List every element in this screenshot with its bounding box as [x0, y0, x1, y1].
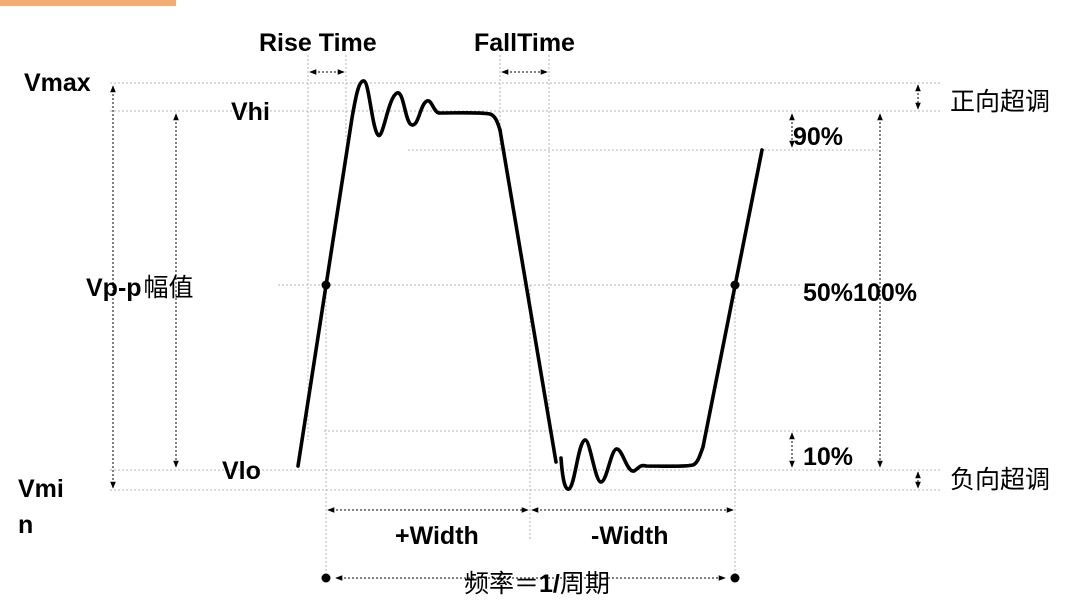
- vmin-label-line1: Vmi: [18, 475, 64, 503]
- period-left-dot: [321, 573, 331, 583]
- rising-edge-fifty-percent-point: [321, 280, 331, 290]
- vmin-label-line2: n: [18, 511, 33, 539]
- amplitude-text: 幅值: [144, 273, 194, 302]
- rise-time-label: Rise Time: [259, 29, 377, 57]
- period-text: 周期: [560, 569, 610, 598]
- fifty-percent-text: 50%: [803, 279, 853, 307]
- waveform-bottom-ringing: [559, 148, 764, 491]
- vhi-label: Vhi: [231, 98, 270, 126]
- waveform-rising-edge: [296, 79, 502, 468]
- frequency-label: 频率＝1/周期: [464, 569, 610, 598]
- frequency-one-text: 1/: [539, 570, 560, 598]
- vlo-label: Vlo: [222, 457, 261, 485]
- ten-percent-label: 10%: [803, 443, 853, 471]
- vpp-text: Vp-p: [86, 274, 142, 302]
- ninety-percent-label: 90%: [793, 123, 843, 151]
- hundred-percent-text: 100%: [853, 279, 917, 307]
- fifty-hundred-percent-label: 50%100%: [803, 279, 917, 307]
- minus-width-label: -Width: [591, 522, 669, 550]
- falling-edge-fifty-percent-point: [730, 280, 740, 290]
- accent-bar: [0, 0, 176, 6]
- vpp-label: Vp-p幅值: [86, 273, 194, 302]
- plus-width-label: +Width: [395, 522, 479, 550]
- vmax-label: Vmax: [24, 69, 91, 97]
- period-right-dot: [730, 573, 740, 583]
- frequency-prefix-text: 频率＝: [464, 569, 539, 598]
- fall-time-label: FallTime: [474, 29, 575, 57]
- positive-overshoot-label: 正向超调: [950, 87, 1050, 116]
- negative-overshoot-label: 负向超调: [950, 465, 1050, 494]
- waveform-falling-edge: [498, 128, 558, 464]
